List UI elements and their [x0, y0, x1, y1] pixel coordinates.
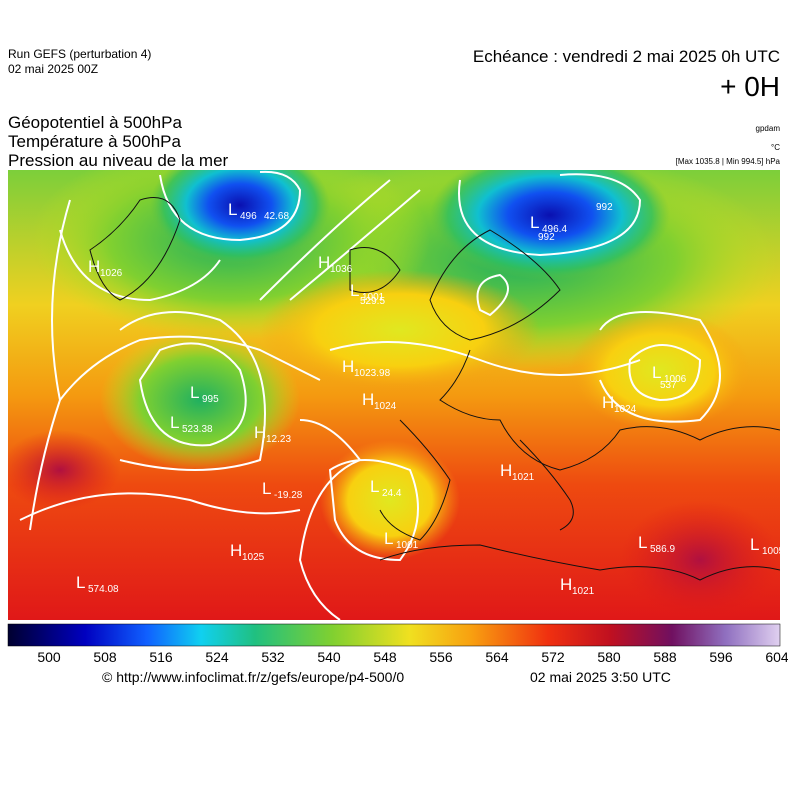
center-value: 992 — [596, 202, 613, 213]
center-value: 1021 — [572, 586, 595, 597]
run-label: Run GEFS (perturbation 4) — [8, 47, 151, 61]
center-mark: H — [88, 257, 100, 276]
center-value: 574.08 — [88, 584, 119, 595]
center-value: 1023.98 — [354, 368, 391, 379]
center-value: 995 — [202, 394, 219, 405]
center-value: 537 — [660, 380, 677, 391]
center-value: 24.4 — [382, 488, 402, 499]
center-mark: H — [560, 575, 572, 594]
center-value: 1001 — [362, 292, 385, 303]
center-mark: H — [254, 423, 266, 442]
unit-label: °C — [771, 143, 780, 152]
colorbar-tick-label: 516 — [149, 649, 173, 665]
colorbar-tick-label: 588 — [653, 649, 677, 665]
colorbar-tick-label: 556 — [429, 649, 453, 665]
colorbar-tick-label: 604 — [765, 649, 788, 665]
offset: + 0H — [720, 71, 780, 102]
center-value: 42.68 — [264, 211, 289, 222]
footer-time: 02 mai 2025 3:50 UTC — [530, 669, 671, 685]
colorbar-tick-label: 564 — [485, 649, 509, 665]
center-mark: L — [170, 413, 179, 432]
center-value: 1026 — [100, 268, 123, 279]
center-mark: H — [602, 393, 614, 412]
colorbar-tick-label: 532 — [261, 649, 285, 665]
center-value: 1024 — [374, 401, 397, 412]
center-mark: H — [500, 461, 512, 480]
field-label: Température à 500hPa — [8, 132, 181, 151]
center-mark: L — [750, 535, 759, 554]
map — [8, 170, 780, 620]
center-mark: L — [350, 281, 359, 300]
center-mark: L — [190, 383, 199, 402]
center-mark: L — [530, 213, 539, 232]
echeance: Echéance : vendredi 2 mai 2025 0h UTC — [473, 47, 780, 66]
center-mark: H — [230, 541, 242, 560]
center-value: 992 — [538, 232, 555, 243]
center-value: 1036 — [330, 264, 353, 275]
colorbar-ticks: 500 508 516 524 532 540 548 556 564 572 580 588 596 6… — [37, 649, 788, 665]
run-date: 02 mai 2025 00Z — [8, 62, 98, 76]
unit-label: [Max 1035.8 | Min 994.5] hPa — [676, 157, 781, 166]
center-value: 523.38 — [182, 424, 213, 435]
center-value: 529.5 — [360, 296, 385, 307]
colorbar-tick-label: 524 — [205, 649, 229, 665]
center-mark: L — [262, 479, 271, 498]
colorbar-tick-label: 508 — [93, 649, 117, 665]
center-value: 1025 — [242, 552, 265, 563]
center-mark: L — [228, 200, 237, 219]
center-mark: L — [384, 529, 393, 548]
colorbar-tick-label: 580 — [597, 649, 621, 665]
center-value: 496 — [240, 211, 257, 222]
center-mark: H — [342, 357, 354, 376]
colorbar-tick-label: 548 — [373, 649, 397, 665]
center-mark: H — [362, 390, 374, 409]
center-value: 1005 — [762, 546, 785, 557]
center-mark: L — [652, 363, 661, 382]
center-mark: L — [638, 533, 647, 552]
center-value: 1024 — [614, 404, 637, 415]
center-value: -19.28 — [274, 490, 303, 501]
center-value: 586.9 — [650, 544, 675, 555]
center-mark: H — [318, 253, 330, 272]
footer-url: © http://www.infoclimat.fr/z/gefs/europe… — [102, 669, 404, 685]
center-value: 1021 — [512, 472, 535, 483]
colorbar-tick-label: 500 — [37, 649, 61, 665]
center-value: 1001 — [396, 540, 419, 551]
center-mark: L — [76, 573, 85, 592]
colorbar — [7, 623, 781, 647]
colorbar-tick-label: 572 — [541, 649, 565, 665]
field-label: Pression au niveau de la mer — [8, 151, 229, 170]
center-value: 496.4 — [542, 224, 567, 235]
colorbar-tick-label: 540 — [317, 649, 341, 665]
center-value: 1006 — [664, 374, 687, 385]
center-value: 12.23 — [266, 434, 291, 445]
field-label: Géopotentiel à 500hPa — [8, 113, 182, 132]
colorbar-tick-label: 596 — [709, 649, 733, 665]
center-mark: L — [370, 477, 379, 496]
unit-label: gpdam — [756, 124, 781, 133]
